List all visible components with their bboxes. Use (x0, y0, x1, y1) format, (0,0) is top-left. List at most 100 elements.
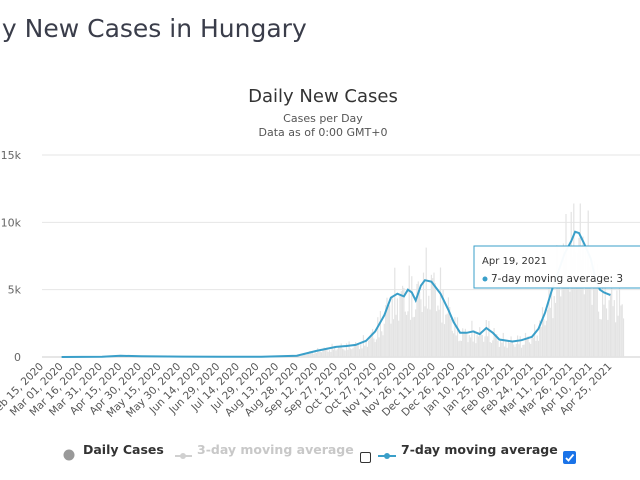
daily-case-bar (338, 346, 340, 357)
daily-case-bar (387, 305, 389, 357)
daily-case-bar (613, 300, 615, 357)
daily-case-bar (433, 272, 435, 357)
daily-case-bar (400, 291, 402, 357)
daily-case-bar (458, 341, 460, 357)
daily-case-bar (539, 320, 541, 357)
daily-case-bar (492, 340, 494, 357)
daily-case-bar (515, 343, 517, 357)
daily-case-bar (511, 341, 513, 357)
daily-case-bar (361, 348, 363, 357)
daily-case-bar (447, 297, 449, 357)
daily-case-bar (419, 291, 421, 357)
daily-case-bar (487, 336, 489, 357)
daily-case-bar (562, 243, 564, 357)
daily-case-bar (479, 327, 481, 357)
daily-case-bar (439, 267, 442, 357)
daily-case-bar (617, 315, 619, 357)
daily-case-bar (549, 307, 551, 357)
tooltip-date: Apr 19, 2021 (482, 256, 547, 267)
daily-case-bar (334, 345, 336, 357)
daily-case-bar (382, 335, 384, 357)
daily-case-bar (381, 331, 383, 357)
daily-case-bar (612, 306, 614, 357)
legend-daily-cases[interactable]: Daily Cases (83, 442, 164, 457)
daily-case-bar (446, 313, 448, 357)
three-day-legend-dot (180, 453, 186, 459)
checkbox-3day-average[interactable] (360, 452, 371, 463)
daily-case-bar (422, 272, 425, 357)
daily-case-bar (590, 263, 592, 357)
daily-case-bar (466, 333, 468, 357)
daily-case-bar (445, 314, 447, 357)
daily-case-bar (498, 346, 500, 357)
daily-case-bar (349, 348, 351, 357)
daily-case-bar (536, 335, 538, 357)
daily-case-bar (471, 320, 473, 357)
daily-case-bar (599, 319, 601, 357)
daily-case-bar (340, 343, 342, 357)
daily-case-bar (577, 253, 579, 357)
daily-case-bar (505, 341, 507, 357)
daily-case-bar (304, 354, 306, 357)
daily-case-bar (432, 278, 434, 357)
daily-case-bar (411, 276, 413, 357)
daily-case-bar (537, 340, 540, 357)
daily-case-bar (509, 343, 511, 357)
daily-case-bar (313, 353, 315, 357)
daily-case-bar (429, 309, 431, 357)
daily-case-bar (602, 269, 604, 357)
daily-case-bar (443, 324, 446, 357)
daily-case-bar (348, 341, 350, 357)
daily-case-bar (490, 343, 493, 357)
daily-case-bar (595, 284, 597, 357)
daily-case-bar (343, 349, 345, 357)
daily-case-bar (528, 342, 530, 357)
daily-case-bar (532, 337, 534, 357)
checkbox-7day-average[interactable] (563, 451, 576, 464)
daily-case-bar (569, 291, 571, 357)
daily-case-bar (319, 351, 321, 357)
daily-case-bar (438, 309, 440, 357)
daily-case-bar (571, 256, 574, 357)
daily-case-bar (390, 323, 392, 357)
daily-case-bar (460, 340, 462, 357)
daily-case-bar (531, 335, 533, 357)
daily-case-bar (496, 334, 498, 357)
daily-case-bar (472, 341, 474, 357)
daily-case-bar (476, 334, 478, 357)
y-tick-label: 15k (1, 149, 22, 162)
y-axis-tick-labels: 0 5k 10k 15k (1, 149, 22, 364)
legend-7day-average[interactable]: 7-day moving average (401, 442, 558, 457)
daily-case-bar (318, 351, 320, 357)
daily-case-bar (323, 347, 325, 357)
daily-case-bar (514, 346, 516, 357)
tooltip: Apr 19, 2021 7-day moving average: 3 (473, 245, 640, 289)
daily-case-bar (352, 348, 354, 357)
daily-case-bar (543, 318, 545, 357)
daily-case-bar (434, 283, 436, 357)
page-title: ily New Cases in Hungary (0, 14, 307, 43)
daily-case-bar (375, 339, 378, 357)
daily-case-bar (403, 287, 405, 357)
daily-case-bar (586, 283, 588, 357)
legend-3day-average[interactable]: 3-day moving average (197, 442, 354, 457)
daily-case-bar (409, 319, 412, 357)
daily-case-bar (437, 305, 439, 357)
daily-case-bar (467, 342, 469, 357)
daily-case-bar (554, 302, 557, 357)
daily-case-bar (604, 277, 606, 357)
daily-case-bar (616, 290, 618, 357)
daily-case-bar (404, 311, 406, 357)
daily-case-bar (519, 336, 521, 357)
daily-case-bar (594, 260, 596, 357)
daily-case-bar (524, 332, 527, 357)
daily-case-bar (582, 236, 584, 357)
daily-case-bar (540, 326, 542, 357)
daily-case-bar (366, 346, 368, 357)
daily-case-bar (322, 349, 324, 357)
daily-case-bar (564, 260, 566, 357)
daily-case-bar (391, 295, 393, 357)
daily-cases-legend-icon[interactable] (63, 449, 75, 461)
daily-case-bar (489, 342, 491, 357)
